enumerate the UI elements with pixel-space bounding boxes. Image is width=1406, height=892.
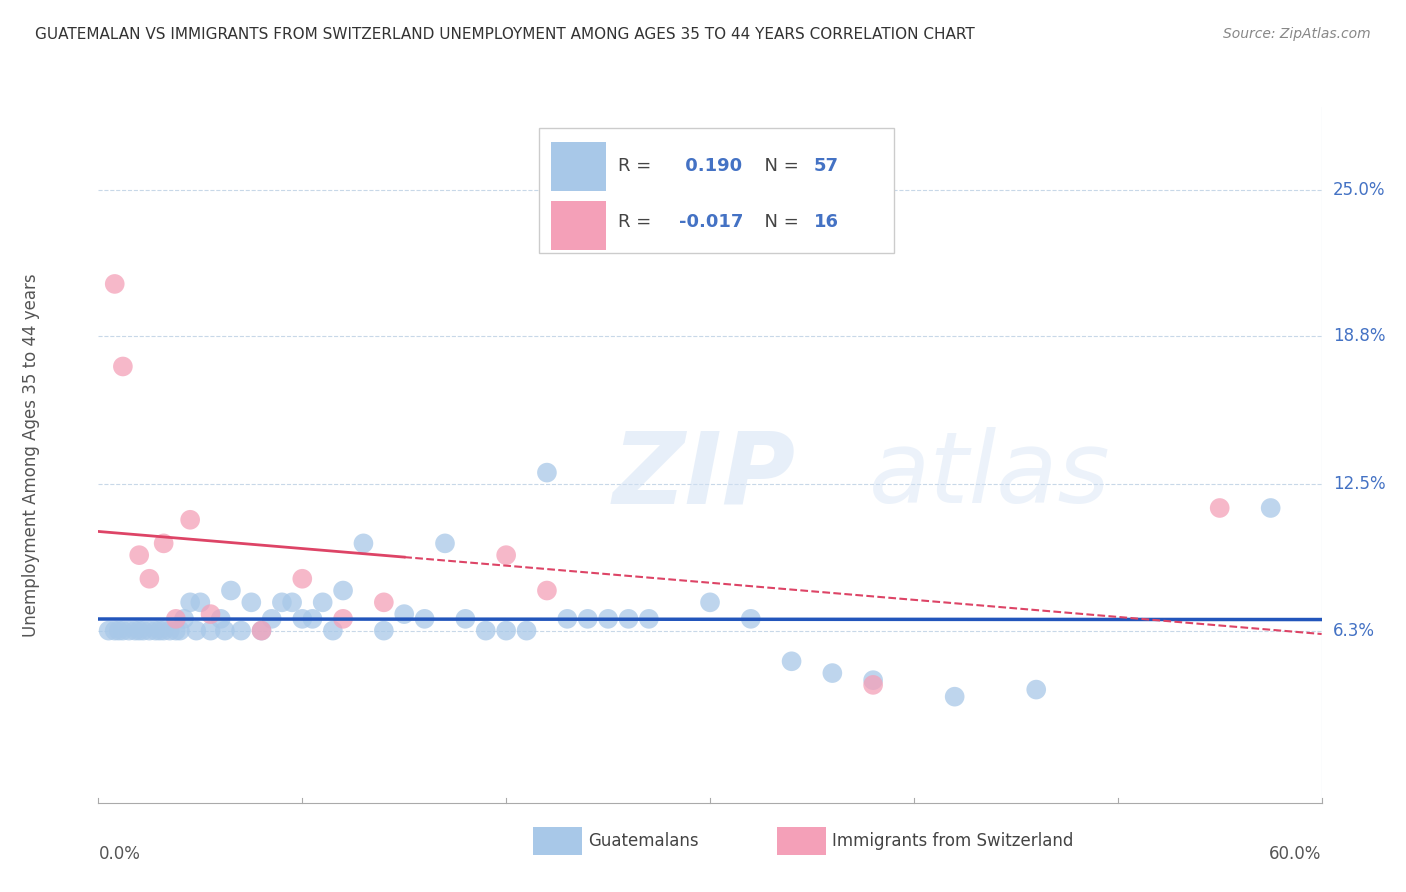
Point	[352, 536, 374, 550]
Point	[454, 612, 477, 626]
Point	[598, 612, 620, 626]
Text: 57: 57	[814, 157, 839, 175]
Point	[862, 673, 884, 688]
Point	[200, 607, 222, 621]
Point	[1025, 682, 1047, 697]
Point	[173, 612, 195, 626]
Point	[186, 624, 208, 638]
Point	[495, 624, 517, 638]
Text: Source: ZipAtlas.com: Source: ZipAtlas.com	[1223, 27, 1371, 41]
Point	[373, 624, 395, 638]
Text: Guatemalans: Guatemalans	[588, 832, 699, 850]
Point	[516, 624, 538, 638]
Point	[821, 666, 844, 681]
Text: Immigrants from Switzerland: Immigrants from Switzerland	[832, 832, 1074, 850]
Point	[104, 624, 127, 638]
Text: Unemployment Among Ages 35 to 44 years: Unemployment Among Ages 35 to 44 years	[22, 273, 41, 637]
Point	[270, 595, 294, 609]
Point	[281, 595, 304, 609]
Text: R =: R =	[619, 157, 657, 175]
Point	[111, 624, 134, 638]
Point	[128, 548, 150, 562]
Point	[104, 277, 127, 291]
Point	[145, 624, 167, 638]
FancyBboxPatch shape	[533, 827, 582, 855]
Point	[188, 595, 212, 609]
Point	[165, 612, 187, 626]
Point	[617, 612, 640, 626]
Text: 18.8%: 18.8%	[1333, 326, 1385, 345]
Point	[97, 624, 120, 638]
Point	[240, 595, 263, 609]
Text: 60.0%: 60.0%	[1270, 846, 1322, 863]
Point	[392, 607, 416, 621]
Text: 0.0%: 0.0%	[98, 846, 141, 863]
Point	[250, 624, 273, 638]
Point	[576, 612, 599, 626]
Text: N =: N =	[752, 157, 804, 175]
Point	[413, 612, 436, 626]
Point	[152, 536, 174, 550]
Point	[555, 612, 579, 626]
Point	[152, 624, 174, 638]
Point	[132, 624, 155, 638]
FancyBboxPatch shape	[538, 128, 893, 253]
Text: 0.190: 0.190	[679, 157, 742, 175]
FancyBboxPatch shape	[551, 201, 606, 250]
Point	[740, 612, 762, 626]
Point	[943, 690, 966, 704]
Point	[536, 466, 558, 480]
Point	[231, 624, 253, 638]
Point	[291, 572, 314, 586]
Point	[780, 654, 803, 668]
Point	[322, 624, 344, 638]
FancyBboxPatch shape	[778, 827, 827, 855]
Point	[209, 612, 232, 626]
Point	[1209, 500, 1232, 515]
Point	[373, 595, 395, 609]
Point	[149, 624, 172, 638]
Point	[699, 595, 721, 609]
Point	[495, 548, 517, 562]
Text: R =: R =	[619, 213, 657, 231]
Point	[165, 624, 187, 638]
Point	[332, 583, 354, 598]
Text: ZIP: ZIP	[612, 427, 796, 524]
Point	[434, 536, 457, 550]
Point	[128, 624, 150, 638]
Point	[219, 583, 242, 598]
Text: -0.017: -0.017	[679, 213, 744, 231]
Point	[1260, 500, 1282, 515]
Text: 12.5%: 12.5%	[1333, 475, 1385, 493]
Point	[637, 612, 661, 626]
Point	[214, 624, 236, 638]
Point	[179, 513, 201, 527]
Text: 25.0%: 25.0%	[1333, 180, 1385, 199]
Point	[474, 624, 498, 638]
Point	[250, 624, 273, 638]
Point	[118, 624, 141, 638]
Point	[301, 612, 323, 626]
Point	[332, 612, 354, 626]
Point	[260, 612, 283, 626]
Point	[111, 359, 134, 374]
Point	[312, 595, 335, 609]
Point	[159, 624, 181, 638]
Text: 6.3%: 6.3%	[1333, 622, 1375, 640]
Point	[108, 624, 131, 638]
Text: N =: N =	[752, 213, 804, 231]
Point	[179, 595, 201, 609]
Point	[138, 624, 160, 638]
Point	[862, 678, 884, 692]
Point	[536, 583, 558, 598]
FancyBboxPatch shape	[551, 142, 606, 191]
Point	[138, 572, 160, 586]
Point	[200, 624, 222, 638]
Text: atlas: atlas	[869, 427, 1111, 524]
Point	[169, 624, 191, 638]
Text: 16: 16	[814, 213, 839, 231]
Text: GUATEMALAN VS IMMIGRANTS FROM SWITZERLAND UNEMPLOYMENT AMONG AGES 35 TO 44 YEARS: GUATEMALAN VS IMMIGRANTS FROM SWITZERLAN…	[35, 27, 974, 42]
Point	[124, 624, 146, 638]
Point	[291, 612, 314, 626]
